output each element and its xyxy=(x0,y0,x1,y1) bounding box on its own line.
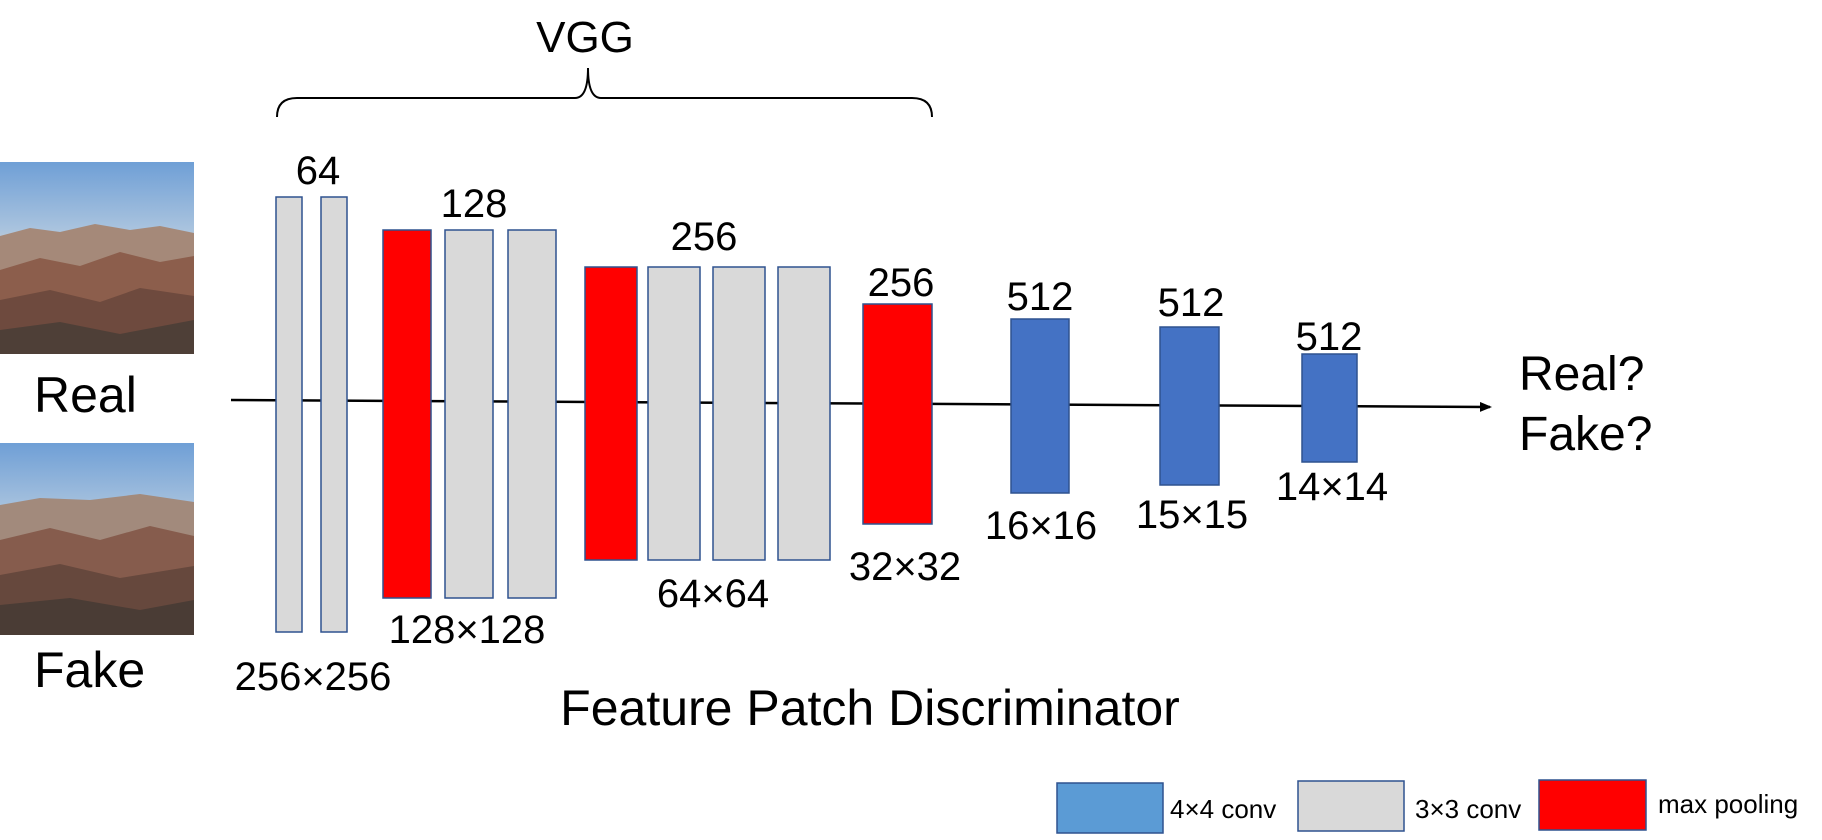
size-label-128: 128×128 xyxy=(389,608,546,652)
size-label-32: 32×32 xyxy=(849,545,961,589)
legend: 4×4 conv 3×3 conv max pooling xyxy=(1056,779,1798,834)
conv3-block xyxy=(712,266,766,561)
layer-blocks xyxy=(275,196,1358,633)
channels-label-512a: 512 xyxy=(1007,275,1074,319)
pool-block xyxy=(382,229,432,599)
conv3-block xyxy=(647,266,701,561)
fake-image xyxy=(0,443,194,635)
fake-label: Fake xyxy=(34,642,145,698)
legend-pool-label: max pooling xyxy=(1658,789,1798,819)
channels-label-128: 128 xyxy=(441,182,508,226)
conv3-block xyxy=(777,266,831,561)
channels-label-64: 64 xyxy=(296,149,341,193)
legend-pool-swatch xyxy=(1538,779,1647,831)
channels-label-256b: 256 xyxy=(868,261,935,305)
vgg-brace xyxy=(276,67,933,118)
real-image xyxy=(0,162,194,354)
size-label-14: 14×14 xyxy=(1276,465,1388,509)
vgg-title: VGG xyxy=(536,13,634,62)
conv4-block xyxy=(1301,353,1358,463)
legend-conv3-label: 3×3 conv xyxy=(1415,794,1521,824)
size-label-16: 16×16 xyxy=(985,504,1097,548)
diagram-caption: Feature Patch Discriminator xyxy=(560,680,1180,736)
output-fake-label: Fake? xyxy=(1519,408,1652,461)
pool-block xyxy=(584,266,638,561)
channels-label-512c: 512 xyxy=(1296,315,1363,359)
conv3-block xyxy=(507,229,557,599)
legend-conv3-swatch xyxy=(1297,780,1405,832)
legend-conv4-swatch xyxy=(1056,782,1164,834)
size-label-256: 256×256 xyxy=(235,655,392,699)
conv3-block xyxy=(320,196,348,633)
flow-arrow xyxy=(230,398,1492,412)
conv4-block xyxy=(1159,326,1220,486)
output-real-label: Real? xyxy=(1519,348,1644,401)
legend-conv4-label: 4×4 conv xyxy=(1170,794,1276,824)
pool-block xyxy=(862,303,933,525)
channels-label-512b: 512 xyxy=(1158,281,1225,325)
size-label-15: 15×15 xyxy=(1136,493,1248,537)
conv3-block xyxy=(444,229,494,599)
channels-label-256: 256 xyxy=(671,215,738,259)
size-label-64: 64×64 xyxy=(657,572,769,616)
conv3-block xyxy=(275,196,303,633)
conv4-block xyxy=(1010,318,1070,494)
real-label: Real xyxy=(34,367,137,423)
